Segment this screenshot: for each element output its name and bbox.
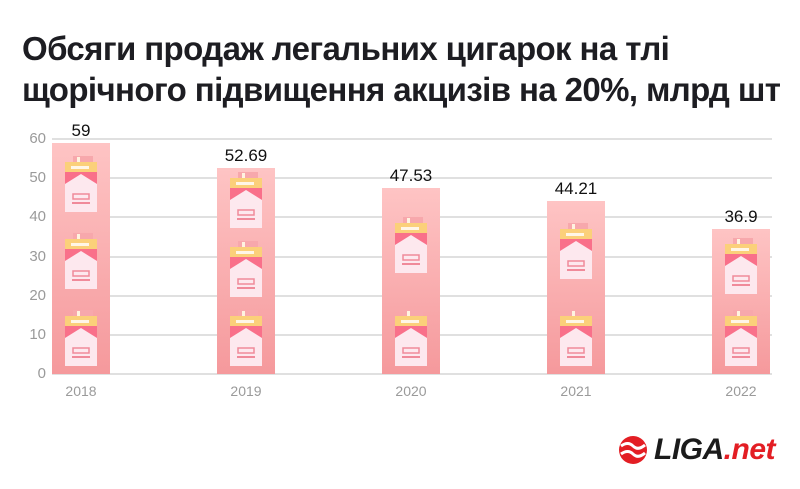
bar-2021 (547, 200, 605, 374)
x-tick-label: 2019 (230, 383, 262, 399)
gridline (52, 177, 772, 180)
bar-2022 (712, 229, 770, 374)
x-tick-label: 2021 (560, 383, 592, 399)
y-tick-label: 30 (29, 247, 46, 265)
y-tick-label: 20 (29, 286, 46, 304)
logo-suffix: .net (723, 433, 776, 466)
cigarette-pack-icon (393, 216, 429, 273)
cigarette-pack-icon (228, 309, 264, 366)
y-tick-label: 50 (29, 169, 46, 187)
x-tick-label: 2022 (725, 383, 757, 399)
gridline (52, 373, 772, 375)
bar-2019 (217, 167, 275, 374)
cigarette-pack-icon (228, 172, 264, 229)
cigarette-pack-icon (393, 309, 429, 366)
y-tick-label: 60 (29, 130, 46, 147)
cigarette-pack-icon (63, 155, 99, 212)
cigarette-pack-icon (558, 309, 594, 366)
liga-globe-icon (619, 436, 647, 464)
value-label: 44.21 (554, 178, 598, 198)
value-label: 47.53 (389, 165, 433, 185)
x-tick-label: 2020 (395, 383, 427, 399)
cigarette-pack-icon (63, 232, 99, 289)
cigarette-pack-icon (558, 223, 594, 280)
chart-title: Обсяги продаж легальних цигарок на тлі щ… (22, 30, 781, 108)
cigarette-pack-icon (723, 309, 759, 366)
cigarette-pack-icon (63, 309, 99, 366)
cigarette-pack-icon (228, 241, 264, 298)
liga-logo: LIGA.net (618, 432, 776, 468)
y-tick-label: 0 (37, 365, 46, 382)
x-tick-label: 2018 (65, 383, 97, 399)
cigarette-pack-icon (723, 237, 759, 294)
bar-2020 (382, 187, 440, 374)
value-label: 59 (71, 120, 91, 140)
bar-2018 (52, 142, 110, 374)
gridline (52, 138, 772, 140)
y-tick-label: 10 (29, 325, 46, 343)
logo-main: LIGA (654, 433, 724, 466)
value-label: 36.9 (724, 207, 758, 227)
value-label: 52.69 (224, 145, 268, 165)
y-tick-label: 40 (29, 208, 46, 226)
